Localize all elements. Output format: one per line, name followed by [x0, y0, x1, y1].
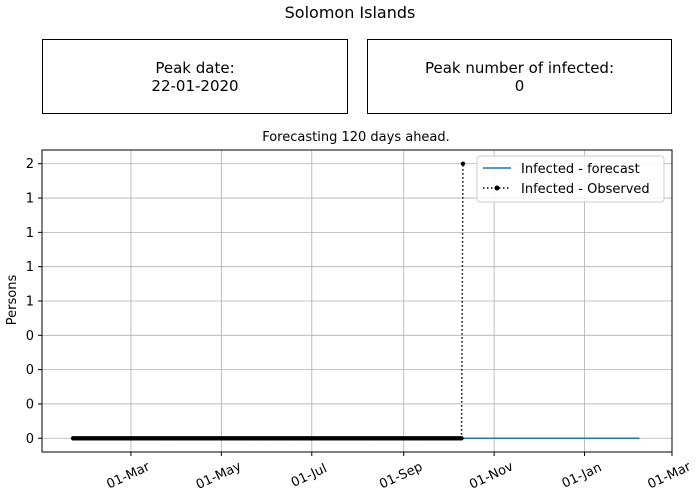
- y-tick-label: 2: [26, 157, 34, 172]
- observed-point: [459, 436, 464, 441]
- plot-marks: [70, 161, 640, 441]
- x-tick-label: 01-May: [194, 459, 244, 493]
- peak-number-value: 0: [514, 77, 525, 95]
- y-tick-label: 0: [26, 432, 34, 447]
- y-tick-label: 1: [26, 192, 34, 207]
- chart-subtitle: Forecasting 120 days ahead.: [262, 130, 450, 145]
- x-tick-label: 01-Nov: [467, 459, 516, 492]
- y-tick-label: 1: [26, 295, 34, 310]
- y-tick-label: 1: [26, 260, 34, 275]
- y-tick-label: 1: [26, 226, 34, 241]
- y-axis-label: Persons: [5, 275, 20, 326]
- peak-date-box: Peak date: 22-01-2020: [42, 39, 348, 114]
- legend-frame: [476, 155, 665, 203]
- observed-point: [460, 161, 466, 166]
- peak-date-label: Peak date:: [155, 59, 235, 77]
- x-tick-label: 01-Sep: [377, 459, 425, 492]
- peak-date-value: 22-01-2020: [151, 77, 239, 95]
- axes: 01-Mar 01-May 01-Jul 01-Sep 01-Nov 01-Jan 01-M…: [26, 157, 694, 493]
- x-tick-label: 01-Mar: [104, 459, 152, 492]
- peak-number-box: Peak number of infected: 0: [367, 39, 672, 114]
- y-tick-label: 0: [26, 397, 34, 412]
- x-tick-label: 01-Jul: [289, 461, 329, 491]
- legend-observed-marker: [494, 185, 500, 191]
- peak-number-label: Peak number of infected:: [424, 59, 615, 77]
- legend-forecast-label: Infected - forecast: [521, 162, 640, 177]
- y-tick-label: 0: [26, 329, 34, 344]
- x-tick-label: 01-Jan: [560, 460, 604, 491]
- legend: Infected - forecast Infected - Observed: [476, 155, 665, 203]
- legend-observed-label: Infected - Observed: [521, 182, 650, 197]
- x-tick-label: 01-Mar: [646, 459, 694, 492]
- y-tick-label: 0: [26, 363, 34, 378]
- chart-figure-title: Solomon Islands: [284, 3, 416, 22]
